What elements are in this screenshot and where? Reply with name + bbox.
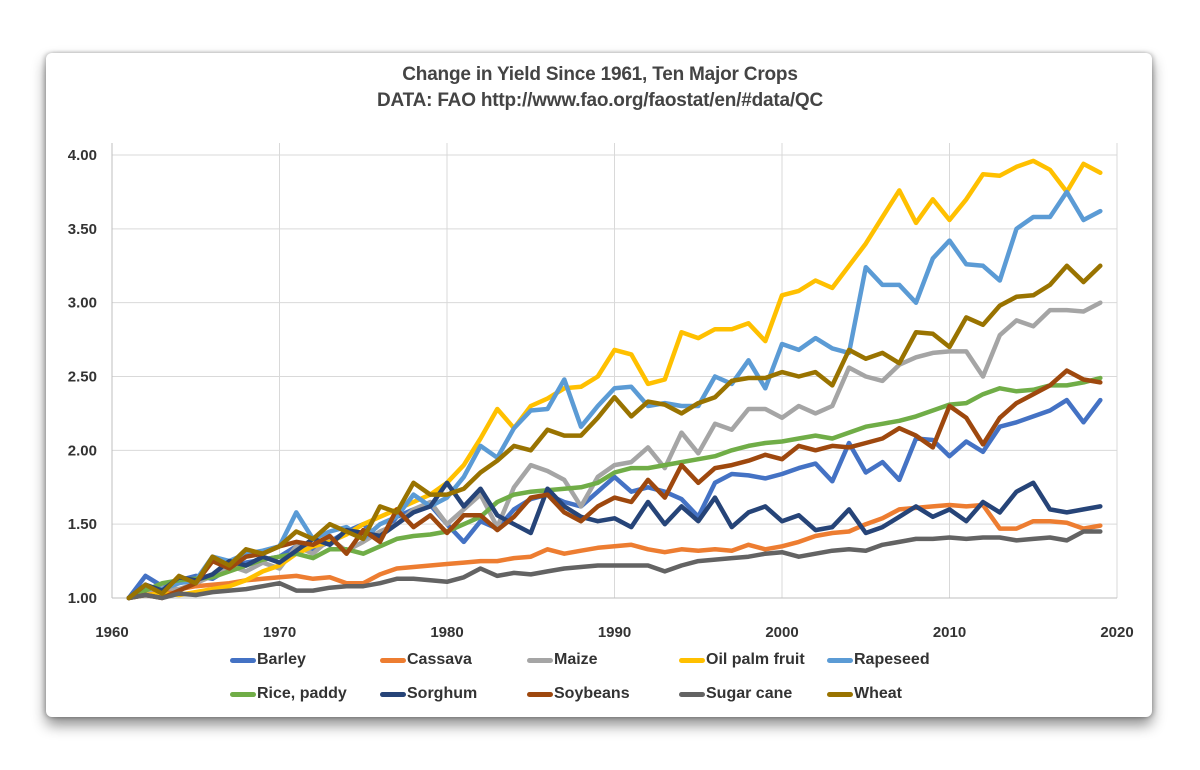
series-line-rapeseed bbox=[126, 189, 1103, 601]
legend-swatch bbox=[679, 691, 705, 697]
legend-label: Rice, paddy bbox=[257, 685, 347, 702]
y-axis-ticks: 1.00 1.50 2.00 2.50 3.00 3.50 4.00 bbox=[68, 147, 97, 607]
x-tick-label: 2020 bbox=[1100, 624, 1133, 641]
y-tick-label: 1.50 bbox=[68, 516, 97, 533]
chart-subtitle: DATA: FAO http://www.fao.org/faostat/en/… bbox=[376, 90, 824, 111]
chart-title: Change in Yield Since 1961, Ten Major Cr… bbox=[402, 64, 798, 85]
legend-item: Wheat bbox=[827, 685, 902, 703]
legend-label: Maize bbox=[554, 651, 598, 668]
series-line-sugar-cane bbox=[126, 529, 1103, 601]
x-tick-label: 2010 bbox=[933, 624, 966, 641]
legend-label: Oil palm fruit bbox=[706, 651, 805, 668]
legend-swatch bbox=[679, 657, 705, 663]
legend-item: Barley bbox=[230, 651, 306, 669]
axes bbox=[111, 143, 1117, 599]
x-axis-ticks: 1960 1970 1980 1990 2000 2010 2020 bbox=[95, 624, 1133, 641]
y-tick-label: 2.00 bbox=[68, 442, 97, 459]
legend-swatch bbox=[380, 657, 406, 663]
legend-swatch bbox=[230, 691, 256, 697]
legend-item: Soybeans bbox=[527, 685, 630, 703]
series-line-sorghum bbox=[126, 480, 1103, 601]
y-tick-label: 2.50 bbox=[68, 369, 97, 386]
legend-item: Cassava bbox=[380, 651, 472, 669]
legend-swatch bbox=[527, 691, 553, 697]
legend-swatch bbox=[527, 657, 553, 663]
legend-item: Sorghum bbox=[380, 685, 477, 703]
x-tick-label: 1990 bbox=[598, 624, 631, 641]
series-line-oil-palm-fruit bbox=[126, 158, 1103, 601]
legend-label: Soybeans bbox=[554, 685, 630, 702]
legend-item: Sugar cane bbox=[679, 685, 792, 703]
series-line-soybeans bbox=[126, 368, 1103, 601]
series-line-barley bbox=[126, 397, 1103, 601]
y-tick-label: 3.00 bbox=[68, 295, 97, 312]
legend-label: Wheat bbox=[854, 685, 902, 702]
legend-item: Maize bbox=[527, 651, 598, 669]
x-tick-label: 2000 bbox=[765, 624, 798, 641]
y-tick-label: 3.50 bbox=[68, 221, 97, 238]
x-tick-label: 1980 bbox=[430, 624, 463, 641]
legend-label: Sorghum bbox=[407, 685, 478, 702]
legend-label: Rapeseed bbox=[854, 651, 930, 668]
legend-swatch bbox=[380, 691, 406, 697]
legend-swatch bbox=[827, 691, 853, 697]
series-line-cassava bbox=[126, 502, 1103, 601]
legend-item: Rapeseed bbox=[827, 651, 930, 669]
legend-label: Cassava bbox=[407, 651, 472, 668]
series-lines bbox=[126, 158, 1103, 601]
legend-item: Oil palm fruit bbox=[679, 651, 805, 669]
legend-swatch bbox=[827, 657, 853, 663]
x-tick-label: 1960 bbox=[95, 624, 128, 641]
legend-swatch bbox=[230, 657, 256, 663]
legend-label: Barley bbox=[257, 651, 306, 668]
series-line-wheat bbox=[126, 263, 1103, 601]
chart-card bbox=[46, 53, 1152, 717]
x-tick-label: 1970 bbox=[263, 624, 296, 641]
legend-item: Rice, paddy bbox=[230, 685, 347, 703]
y-tick-label: 4.00 bbox=[68, 147, 97, 164]
gridlines bbox=[111, 143, 1118, 599]
y-tick-label: 1.00 bbox=[68, 590, 97, 607]
legend-label: Sugar cane bbox=[706, 685, 793, 702]
